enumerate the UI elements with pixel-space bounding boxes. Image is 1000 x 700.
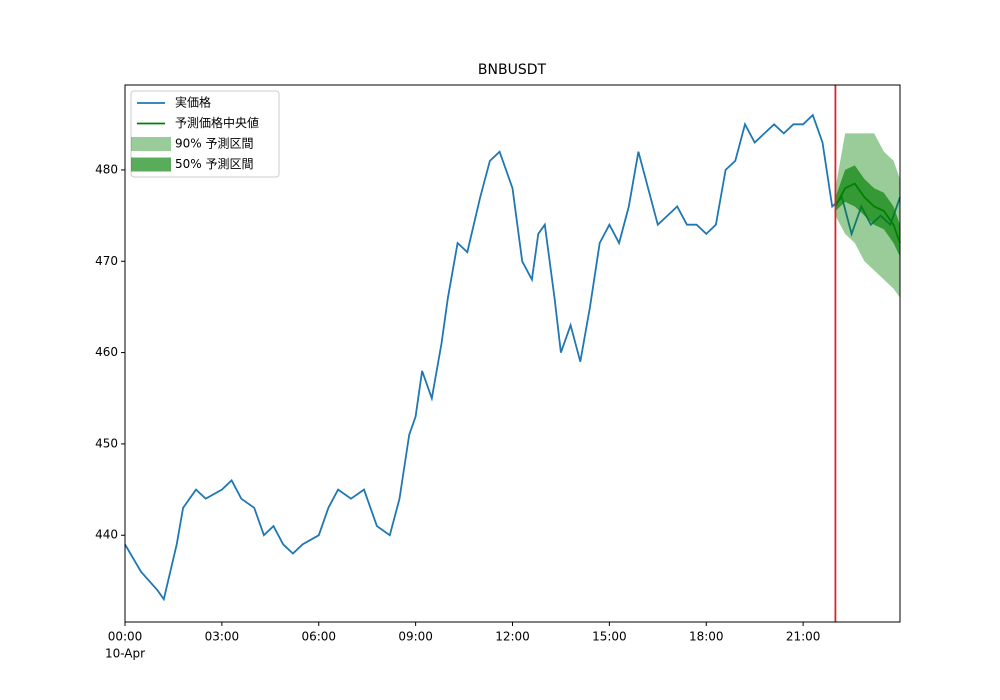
chart-title: BNBUSDT [478, 62, 547, 78]
legend-label: 50% 予測区間 [175, 157, 254, 171]
y-tick-label: 460 [95, 345, 118, 359]
plot-area [124, 85, 901, 622]
y-tick-label: 470 [95, 254, 118, 268]
y-tick-label: 440 [95, 528, 118, 542]
x-tick-label: 15:00 [592, 630, 627, 644]
price-line [124, 113, 901, 602]
legend-label: 90% 予測区間 [175, 137, 254, 151]
x-tick-label: 06:00 [301, 630, 336, 644]
prediction-band [835, 165, 900, 257]
x-tick-label: 00:00 [108, 630, 143, 644]
legend-box [130, 90, 280, 178]
legend-label: 実価格 [175, 95, 211, 110]
price-line [834, 182, 901, 244]
x-tick-label: 18:00 [689, 630, 724, 644]
x-date-label: 10-Apr [105, 647, 145, 661]
x-tick-label: 09:00 [398, 630, 433, 644]
x-tick-label: 12:00 [495, 630, 530, 644]
y-tick-label: 480 [95, 162, 118, 176]
legend-label: 予測価格中央値 [175, 115, 259, 130]
legend-swatch [131, 157, 171, 172]
x-tick-label: 21:00 [786, 630, 821, 644]
x-tick-label: 03:00 [205, 630, 240, 644]
legend-swatch [131, 137, 171, 151]
y-tick-label: 450 [95, 436, 118, 450]
